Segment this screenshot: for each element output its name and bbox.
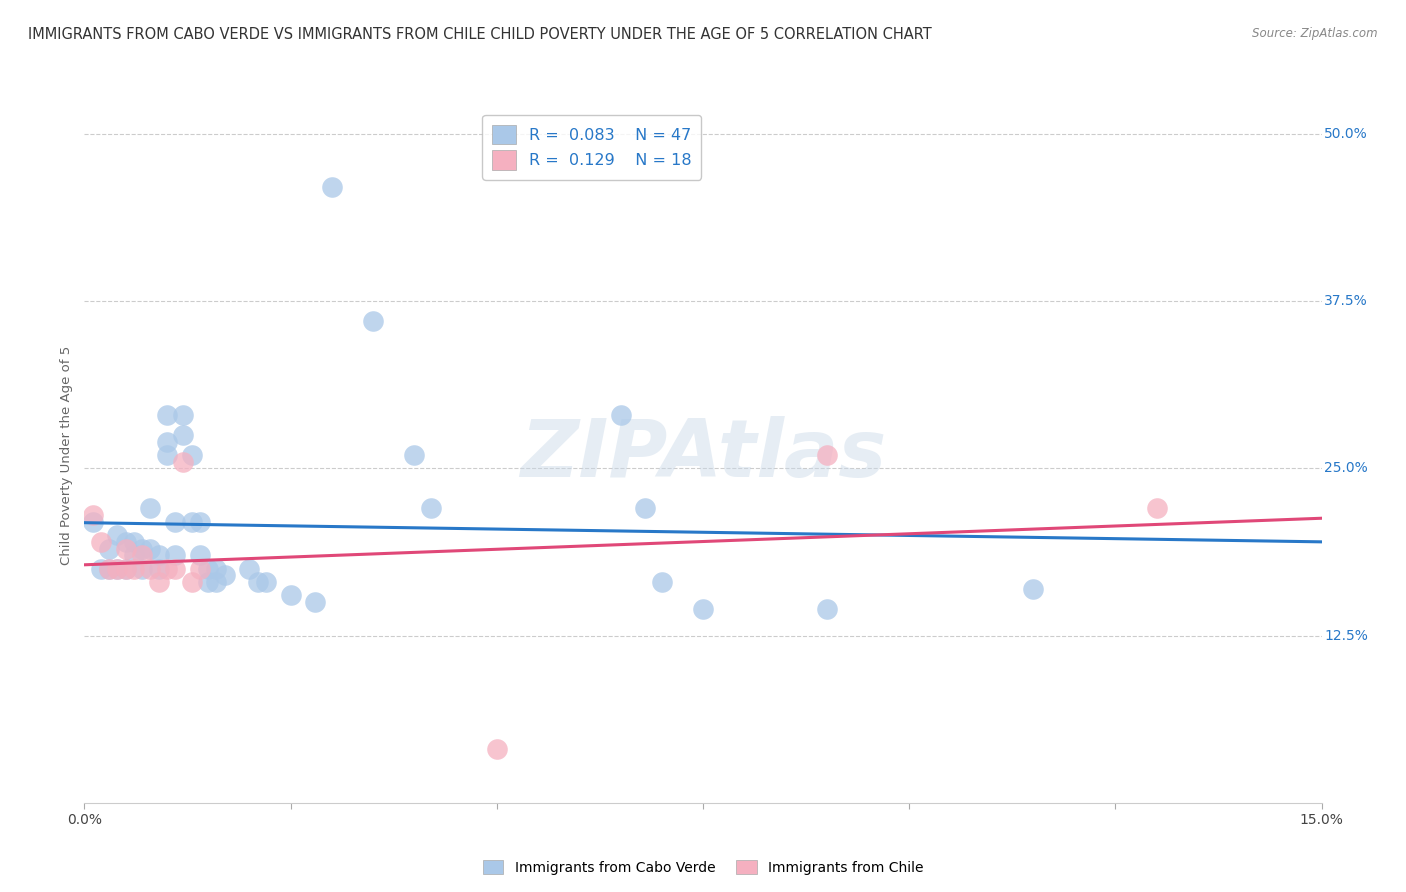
Point — [114, 541, 136, 556]
Point — [197, 575, 219, 590]
Point — [180, 515, 202, 529]
Point — [156, 448, 179, 462]
Text: Source: ZipAtlas.com: Source: ZipAtlas.com — [1253, 27, 1378, 40]
Point — [131, 548, 153, 563]
Point — [98, 562, 121, 576]
Point — [156, 562, 179, 576]
Point — [122, 562, 145, 576]
Point — [82, 508, 104, 523]
Text: IMMIGRANTS FROM CABO VERDE VS IMMIGRANTS FROM CHILE CHILD POVERTY UNDER THE AGE : IMMIGRANTS FROM CABO VERDE VS IMMIGRANTS… — [28, 27, 932, 42]
Point — [651, 575, 673, 590]
Point — [188, 548, 211, 563]
Point — [82, 515, 104, 529]
Point — [105, 528, 128, 542]
Point — [114, 562, 136, 576]
Point — [122, 548, 145, 563]
Point — [172, 408, 194, 422]
Text: 50.0%: 50.0% — [1324, 127, 1368, 141]
Point — [114, 562, 136, 576]
Point — [180, 575, 202, 590]
Point — [165, 548, 187, 563]
Point — [197, 562, 219, 576]
Point — [90, 562, 112, 576]
Point — [172, 455, 194, 469]
Point — [254, 575, 277, 590]
Point — [304, 595, 326, 609]
Point — [1146, 501, 1168, 516]
Point — [815, 602, 838, 616]
Point — [98, 562, 121, 576]
Point — [90, 535, 112, 549]
Point — [156, 434, 179, 449]
Text: 12.5%: 12.5% — [1324, 629, 1368, 642]
Point — [238, 562, 260, 576]
Point — [131, 562, 153, 576]
Point — [815, 448, 838, 462]
Legend: Immigrants from Cabo Verde, Immigrants from Chile: Immigrants from Cabo Verde, Immigrants f… — [477, 855, 929, 880]
Point — [361, 314, 384, 328]
Point — [148, 548, 170, 563]
Point — [105, 562, 128, 576]
Point — [1022, 582, 1045, 596]
Point — [105, 562, 128, 576]
Text: 37.5%: 37.5% — [1324, 294, 1368, 308]
Point — [156, 408, 179, 422]
Point — [148, 562, 170, 576]
Point — [139, 562, 162, 576]
Point — [114, 535, 136, 549]
Point — [692, 602, 714, 616]
Point — [139, 541, 162, 556]
Text: ZIPAtlas: ZIPAtlas — [520, 416, 886, 494]
Point — [98, 541, 121, 556]
Point — [165, 562, 187, 576]
Point — [180, 448, 202, 462]
Point — [205, 562, 228, 576]
Point — [165, 515, 187, 529]
Point — [131, 541, 153, 556]
Point — [634, 501, 657, 516]
Point — [280, 589, 302, 603]
Point — [419, 501, 441, 516]
Point — [321, 180, 343, 194]
Point — [246, 575, 269, 590]
Point — [609, 408, 631, 422]
Point — [188, 562, 211, 576]
Point — [188, 515, 211, 529]
Point — [139, 501, 162, 516]
Point — [404, 448, 426, 462]
Text: 25.0%: 25.0% — [1324, 461, 1368, 475]
Point — [214, 568, 236, 582]
Legend: R =  0.083    N = 47, R =  0.129    N = 18: R = 0.083 N = 47, R = 0.129 N = 18 — [482, 115, 702, 179]
Point — [205, 575, 228, 590]
Point — [172, 428, 194, 442]
Point — [122, 535, 145, 549]
Point — [485, 742, 508, 756]
Point — [148, 575, 170, 590]
Y-axis label: Child Poverty Under the Age of 5: Child Poverty Under the Age of 5 — [60, 345, 73, 565]
